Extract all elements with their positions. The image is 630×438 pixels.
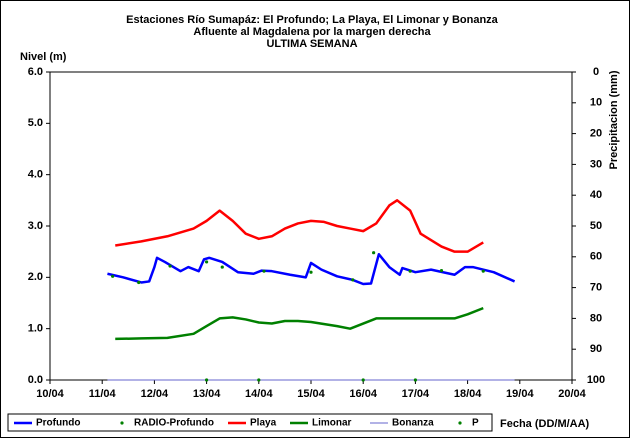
data-point	[137, 280, 141, 285]
legend-marker	[458, 421, 462, 425]
data-point	[413, 378, 417, 382]
x-tick-label: 18/04	[454, 388, 482, 400]
y2-tick-label: 90	[590, 343, 602, 355]
data-point	[372, 251, 376, 255]
y-tick-label: 2.0	[28, 271, 43, 283]
x-tick-label: 10/04	[36, 388, 64, 400]
data-point	[262, 269, 266, 273]
y-tick-label: 0.0	[28, 374, 43, 386]
x-tick-label: 20/04	[558, 388, 586, 400]
chart-title: Estaciones Río Sumapáz: El Profundo; La …	[126, 14, 499, 26]
data-point	[205, 260, 209, 264]
x-tick-label: 16/04	[349, 388, 377, 400]
data-point	[257, 378, 261, 382]
y2-tick-label: 0	[593, 66, 599, 78]
x-tick-label: 12/04	[141, 388, 169, 400]
plot-area	[49, 71, 573, 381]
y2-tick-label: 10	[590, 97, 602, 109]
x-tick-label: 17/04	[402, 388, 430, 400]
y2-tick-label: 20	[590, 128, 602, 140]
data-point	[408, 269, 412, 273]
data-point	[309, 270, 313, 274]
legend-label: RADIO-Profundo	[134, 418, 214, 429]
chart-subtitle: ULTIMA SEMANA	[266, 38, 357, 50]
y2-tick-label: 100	[587, 374, 605, 386]
y-axis-label: Nivel (m)	[20, 51, 67, 63]
x-tick-label: 19/04	[506, 388, 534, 400]
data-point	[220, 265, 224, 269]
legend-marker	[120, 421, 124, 425]
series-line	[107, 252, 516, 286]
x-tick-label: 15/04	[297, 388, 325, 400]
data-point	[351, 278, 355, 282]
legend-label: Profundo	[36, 418, 80, 429]
legend-label: Limonar	[312, 418, 352, 429]
y-tick-label: 4.0	[28, 169, 43, 181]
y-tick-label: 1.0	[28, 323, 43, 335]
y2-tick-label: 80	[590, 312, 602, 324]
chart-subtitle: Afluente al Magdalena por la margen dere…	[193, 26, 431, 38]
x-tick-label: 14/04	[245, 388, 273, 400]
data-point	[439, 269, 444, 273]
y-tick-label: 6.0	[28, 66, 43, 78]
data-point	[205, 378, 209, 382]
data-point	[168, 264, 172, 268]
data-point	[111, 274, 115, 278]
data-point	[481, 269, 485, 273]
y2-tick-label: 30	[590, 158, 602, 170]
y-tick-label: 5.0	[28, 117, 43, 129]
x-tick-label: 11/04	[89, 388, 117, 400]
legend	[7, 413, 493, 432]
data-point	[361, 378, 365, 382]
legend-label: Bonanza	[392, 418, 434, 429]
legend-label: P	[472, 418, 479, 429]
y2-axis-label: Precipitacion (mm)	[608, 70, 620, 169]
x-axis-label: Fecha (DD/M/AA)	[500, 418, 590, 430]
series-line	[115, 199, 484, 253]
y-tick-label: 3.0	[28, 220, 43, 232]
legend-label: Playa	[250, 418, 277, 429]
y2-tick-label: 50	[590, 220, 602, 232]
x-tick-label: 13/04	[193, 388, 221, 400]
y2-tick-label: 40	[590, 189, 602, 201]
y2-tick-label: 70	[590, 282, 602, 294]
y2-tick-label: 60	[590, 251, 602, 263]
series-line	[115, 306, 484, 341]
